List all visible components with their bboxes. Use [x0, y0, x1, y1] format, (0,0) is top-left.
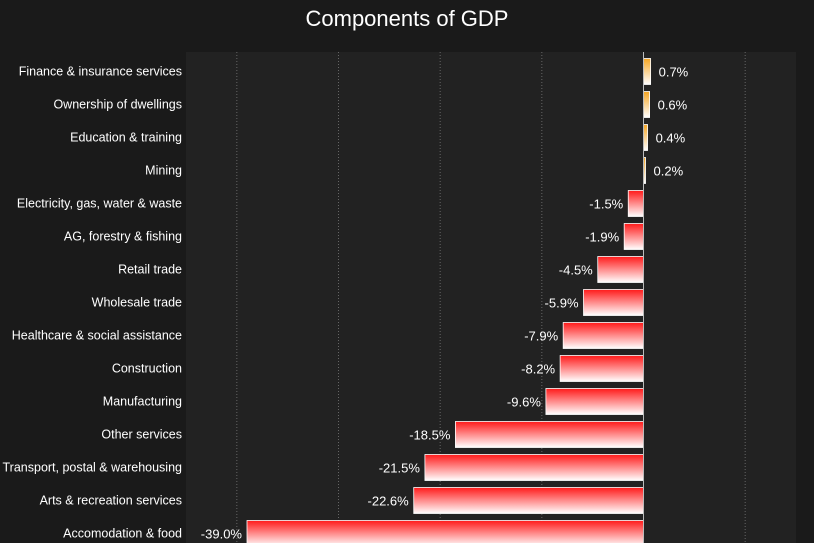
bar: [643, 91, 650, 118]
bar: [562, 322, 644, 349]
data-label: -21.5%: [379, 461, 421, 476]
category-label: Ownership of dwellings: [53, 98, 182, 112]
data-label: 0.6%: [658, 98, 688, 113]
category-label: Mining: [145, 164, 182, 178]
data-label: -5.9%: [545, 296, 579, 311]
data-label: -39.0%: [201, 527, 243, 542]
category-label: Healthcare & social assistance: [12, 329, 182, 343]
data-label: -22.6%: [368, 494, 410, 509]
data-label: -8.2%: [521, 362, 555, 377]
data-label: -4.5%: [559, 263, 593, 278]
category-label: Construction: [112, 362, 182, 376]
category-label: Accomodation & food: [63, 527, 182, 541]
chart-title: Components of GDP: [305, 6, 509, 31]
data-label: -1.5%: [589, 197, 623, 212]
bar: [559, 355, 644, 382]
category-label: Retail trade: [118, 263, 182, 277]
category-label: Other services: [101, 428, 182, 442]
category-label: Education & training: [70, 131, 182, 145]
bar: [643, 124, 648, 151]
data-label: 0.7%: [659, 65, 689, 80]
category-label: Wholesale trade: [92, 296, 182, 310]
bar: [424, 454, 644, 481]
category-label: Finance & insurance services: [19, 65, 182, 79]
category-label: Transport, postal & warehousing: [3, 461, 183, 475]
bar: [413, 487, 644, 514]
data-label: 0.2%: [654, 164, 684, 179]
data-label: -1.9%: [585, 230, 619, 245]
data-label: -9.6%: [507, 395, 541, 410]
category-label: AG, forestry & fishing: [64, 230, 182, 244]
data-label: 0.4%: [656, 131, 686, 146]
data-label: -18.5%: [409, 428, 451, 443]
category-label: Manufacturing: [103, 395, 182, 409]
bar: [597, 256, 644, 283]
bar: [623, 223, 644, 250]
data-label: -7.9%: [524, 329, 558, 344]
category-label: Electricity, gas, water & waste: [17, 197, 182, 211]
bar: [545, 388, 644, 415]
bar: [455, 421, 644, 448]
bar: [583, 289, 644, 316]
bar: [643, 58, 652, 85]
bar: [246, 520, 644, 543]
category-label: Arts & recreation services: [40, 494, 182, 508]
bar: [627, 190, 644, 217]
